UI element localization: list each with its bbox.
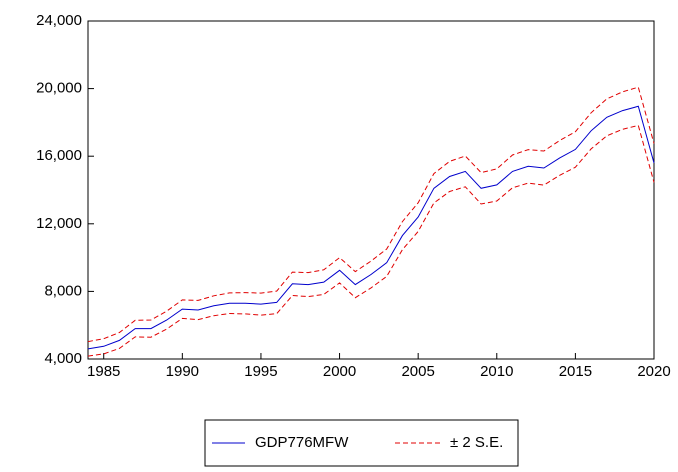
x-tick-label: 1995	[244, 363, 277, 380]
legend-label: ± 2 S.E.	[450, 434, 503, 451]
legend-label: GDP776MFW	[255, 434, 349, 451]
y-tick-label: 24,000	[36, 12, 82, 29]
x-tick-label: 2010	[480, 363, 513, 380]
y-tick-label: 4,000	[44, 350, 82, 367]
band-line	[87, 124, 655, 357]
y-tick-label: 12,000	[36, 215, 82, 232]
y-tick-label: 20,000	[36, 80, 82, 97]
x-tick-label: 2005	[401, 363, 434, 380]
x-tick-label: 2020	[637, 363, 670, 380]
x-tick-label: 2015	[559, 363, 592, 380]
plot-frame	[87, 20, 655, 360]
legend-box	[204, 419, 519, 467]
series-line	[87, 105, 655, 350]
legend	[204, 419, 519, 467]
x-tick-label: 1985	[87, 363, 120, 380]
band-line	[87, 86, 655, 343]
x-tick-label: 1990	[166, 363, 199, 380]
y-tick-label: 16,000	[36, 147, 82, 164]
y-tick-label: 8,000	[44, 282, 82, 299]
x-tick-label: 2000	[323, 363, 356, 380]
